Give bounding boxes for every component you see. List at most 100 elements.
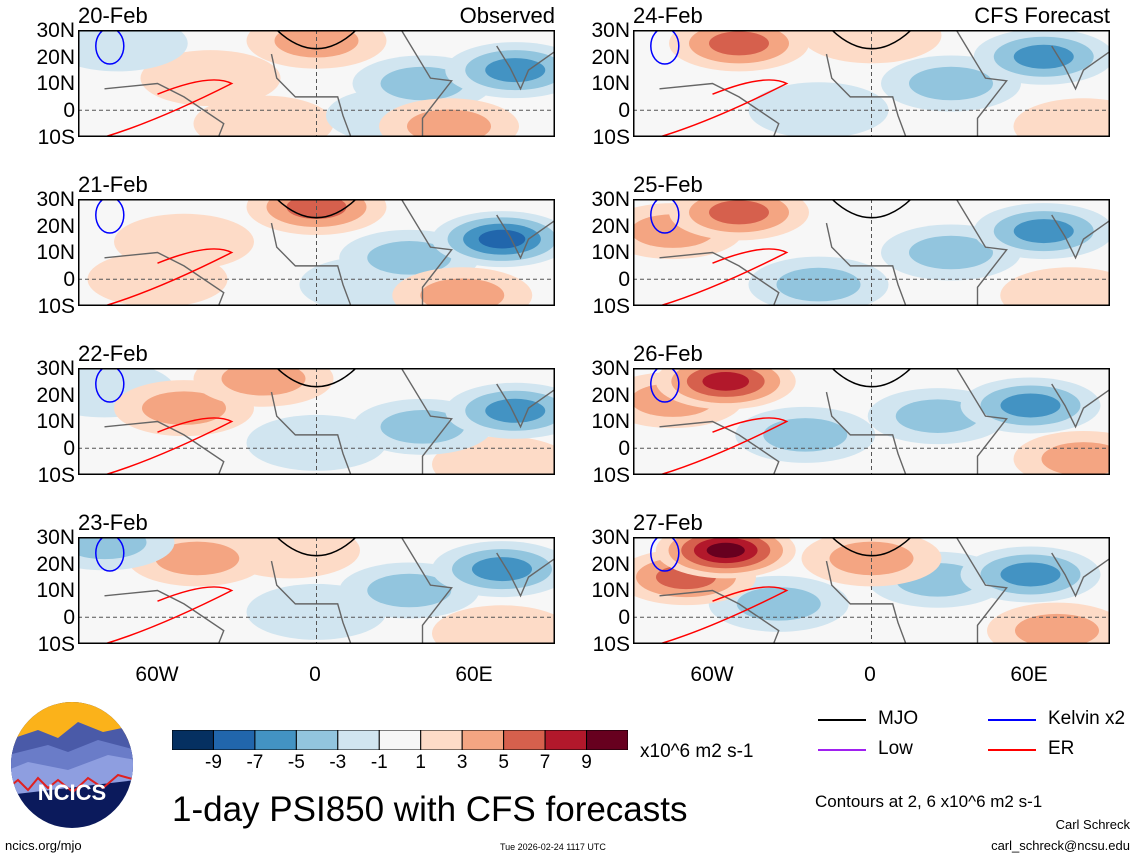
email-link[interactable]: carl_schreck@ncsu.edu bbox=[991, 838, 1130, 853]
y-tick: 30N bbox=[36, 526, 75, 549]
mjo-contour bbox=[831, 199, 912, 219]
x-tick-0-left: 0 bbox=[309, 663, 321, 686]
colorbar-swatch bbox=[378, 730, 422, 750]
anomaly-shading bbox=[736, 587, 821, 621]
colorbar-swatch bbox=[254, 730, 297, 750]
y-tick: 10N bbox=[591, 579, 630, 603]
kelvin-contour bbox=[95, 199, 125, 234]
y-tick: 30N bbox=[36, 188, 75, 211]
map-panel bbox=[78, 368, 555, 475]
anomaly-shading bbox=[909, 66, 993, 101]
anomaly-shading bbox=[1015, 613, 1099, 644]
y-tick: 10S bbox=[37, 125, 75, 149]
colorbar-swatch bbox=[544, 730, 588, 750]
site-link[interactable]: ncics.org/mjo bbox=[5, 838, 82, 853]
er-contour bbox=[659, 248, 789, 306]
panel-frame bbox=[78, 199, 555, 306]
colorbar-label: 3 bbox=[456, 752, 468, 773]
y-tick: 30N bbox=[36, 357, 75, 380]
legend-label: ER bbox=[1048, 738, 1075, 759]
panel-frame bbox=[78, 30, 555, 137]
y-tick: 10N bbox=[36, 410, 75, 434]
ncics-logo: NCICS bbox=[11, 702, 133, 828]
er-contour bbox=[104, 248, 234, 306]
colorbar-swatch bbox=[337, 730, 380, 750]
anomaly-shading bbox=[407, 109, 491, 137]
y-tick: 30N bbox=[591, 19, 630, 42]
y-tick: 10N bbox=[591, 72, 630, 96]
anomaly-shading bbox=[155, 541, 240, 576]
anomaly-shading bbox=[709, 200, 769, 225]
y-tick: 10S bbox=[37, 632, 75, 656]
y-tick: 0 bbox=[618, 437, 630, 461]
mjo-contour bbox=[831, 537, 912, 557]
colorbar-label: 1 bbox=[415, 752, 426, 773]
y-tick: 10N bbox=[36, 72, 75, 96]
er-contour bbox=[659, 586, 789, 644]
map-panel bbox=[78, 30, 555, 137]
map-panel bbox=[633, 30, 1110, 137]
contour-note: Contours at 2, 6 x10^6 m2 s-1 bbox=[815, 792, 1043, 811]
colorbar-swatch bbox=[461, 730, 505, 750]
x-tick-60w-left: 60W bbox=[135, 663, 179, 686]
anomaly-shading bbox=[776, 267, 861, 302]
colorbar-label: -9 bbox=[205, 752, 222, 773]
y-tick: 30N bbox=[36, 19, 75, 42]
colorbar-swatch bbox=[586, 730, 628, 750]
y-tick: 30N bbox=[591, 526, 630, 549]
legend-label: Kelvin x2 bbox=[1048, 708, 1126, 729]
kelvin-contour bbox=[95, 30, 125, 65]
anomaly-shading bbox=[193, 95, 334, 137]
anomaly-shading bbox=[909, 235, 993, 270]
y-tick: 20N bbox=[36, 383, 75, 407]
y-tick: 30N bbox=[591, 357, 630, 380]
kelvin-contour bbox=[650, 537, 680, 572]
panel-date: 23-Feb bbox=[78, 510, 148, 535]
mjo-contour bbox=[276, 537, 357, 557]
y-tick: 0 bbox=[63, 268, 75, 292]
colorbar-label: -5 bbox=[287, 752, 305, 773]
mjo-contour bbox=[276, 199, 357, 219]
anomaly-shading bbox=[78, 30, 188, 72]
anomaly-shading bbox=[485, 58, 546, 83]
map-panel bbox=[78, 199, 555, 306]
colorbar-units: x10^6 m2 s-1 bbox=[640, 741, 754, 762]
panel-date: 20-Feb bbox=[78, 3, 148, 28]
anomaly-shading bbox=[367, 241, 452, 275]
colorbar-label: -3 bbox=[329, 752, 347, 773]
y-tick: 10N bbox=[591, 241, 630, 265]
map-panel bbox=[633, 537, 1110, 644]
anomaly-shading bbox=[1041, 442, 1110, 475]
y-tick: 30N bbox=[591, 188, 630, 211]
y-tick: 20N bbox=[591, 383, 630, 407]
kelvin-contour bbox=[95, 537, 125, 572]
legend-line bbox=[818, 719, 866, 721]
anomaly-shading bbox=[1013, 219, 1074, 244]
anomaly-shading bbox=[1013, 44, 1074, 69]
er-contour bbox=[104, 79, 234, 137]
y-tick: 20N bbox=[36, 214, 75, 238]
colorbar bbox=[172, 730, 628, 750]
y-tick: 0 bbox=[63, 437, 75, 461]
y-tick: 10S bbox=[37, 463, 75, 487]
kelvin-contour bbox=[650, 199, 680, 234]
y-tick: 0 bbox=[618, 268, 630, 292]
anomaly-shading bbox=[246, 414, 387, 471]
panel-date: 27-Feb bbox=[633, 510, 703, 535]
anomaly-shading bbox=[142, 391, 226, 425]
forecast-label: CFS Forecast bbox=[974, 3, 1110, 28]
mjo-contour bbox=[276, 368, 357, 388]
map-panel bbox=[78, 537, 555, 644]
x-tick-60e-left: 60E bbox=[455, 663, 493, 686]
y-tick: 10S bbox=[592, 632, 630, 656]
panel-frame bbox=[633, 368, 1110, 475]
x-tick-60e-right: 60E bbox=[1010, 663, 1048, 686]
legend-label: Low bbox=[878, 738, 913, 759]
panel-frame bbox=[78, 368, 555, 475]
legend-line bbox=[988, 749, 1036, 751]
kelvin-contour bbox=[95, 368, 125, 403]
anomaly-shading bbox=[763, 418, 848, 452]
colorbar-swatch bbox=[420, 730, 463, 750]
anomaly-shading bbox=[478, 229, 526, 249]
y-tick: 0 bbox=[63, 606, 75, 630]
